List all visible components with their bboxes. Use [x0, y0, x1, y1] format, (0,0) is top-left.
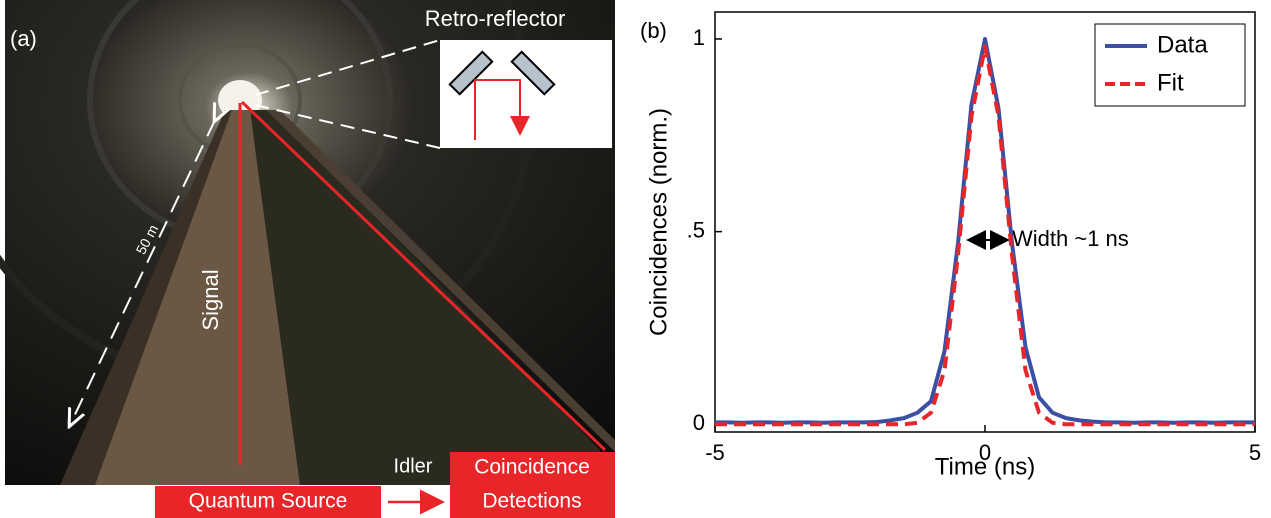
x-tick-label: 0	[979, 440, 991, 465]
x-tick-label: -5	[705, 440, 725, 465]
detections-label: Detections	[482, 490, 581, 513]
panel-label: (a)	[10, 26, 37, 51]
detections-label: Coincidence	[474, 456, 590, 479]
x-tick-label: 5	[1249, 440, 1261, 465]
signal-label: Signal	[198, 269, 223, 330]
y-tick-label: 1	[693, 25, 705, 50]
y-tick-label: 0	[693, 410, 705, 435]
source-label: Quantum Source	[189, 490, 348, 513]
annotation: Width ~1 ns	[1012, 226, 1129, 251]
y-tick-label: .5	[687, 217, 705, 242]
legend-label: Fit	[1157, 69, 1184, 96]
legend-label: Data	[1157, 31, 1208, 58]
reflector-label: Retro-reflector	[425, 6, 566, 31]
y-axis-title: Coincidences (norm.)	[645, 108, 672, 336]
photo	[0, 0, 615, 518]
idler-label: Idler	[394, 455, 433, 477]
figure: (a) Retro-reflector 50 m Signal Idler Qu…	[0, 0, 1271, 518]
panel-label: (b)	[640, 18, 667, 43]
